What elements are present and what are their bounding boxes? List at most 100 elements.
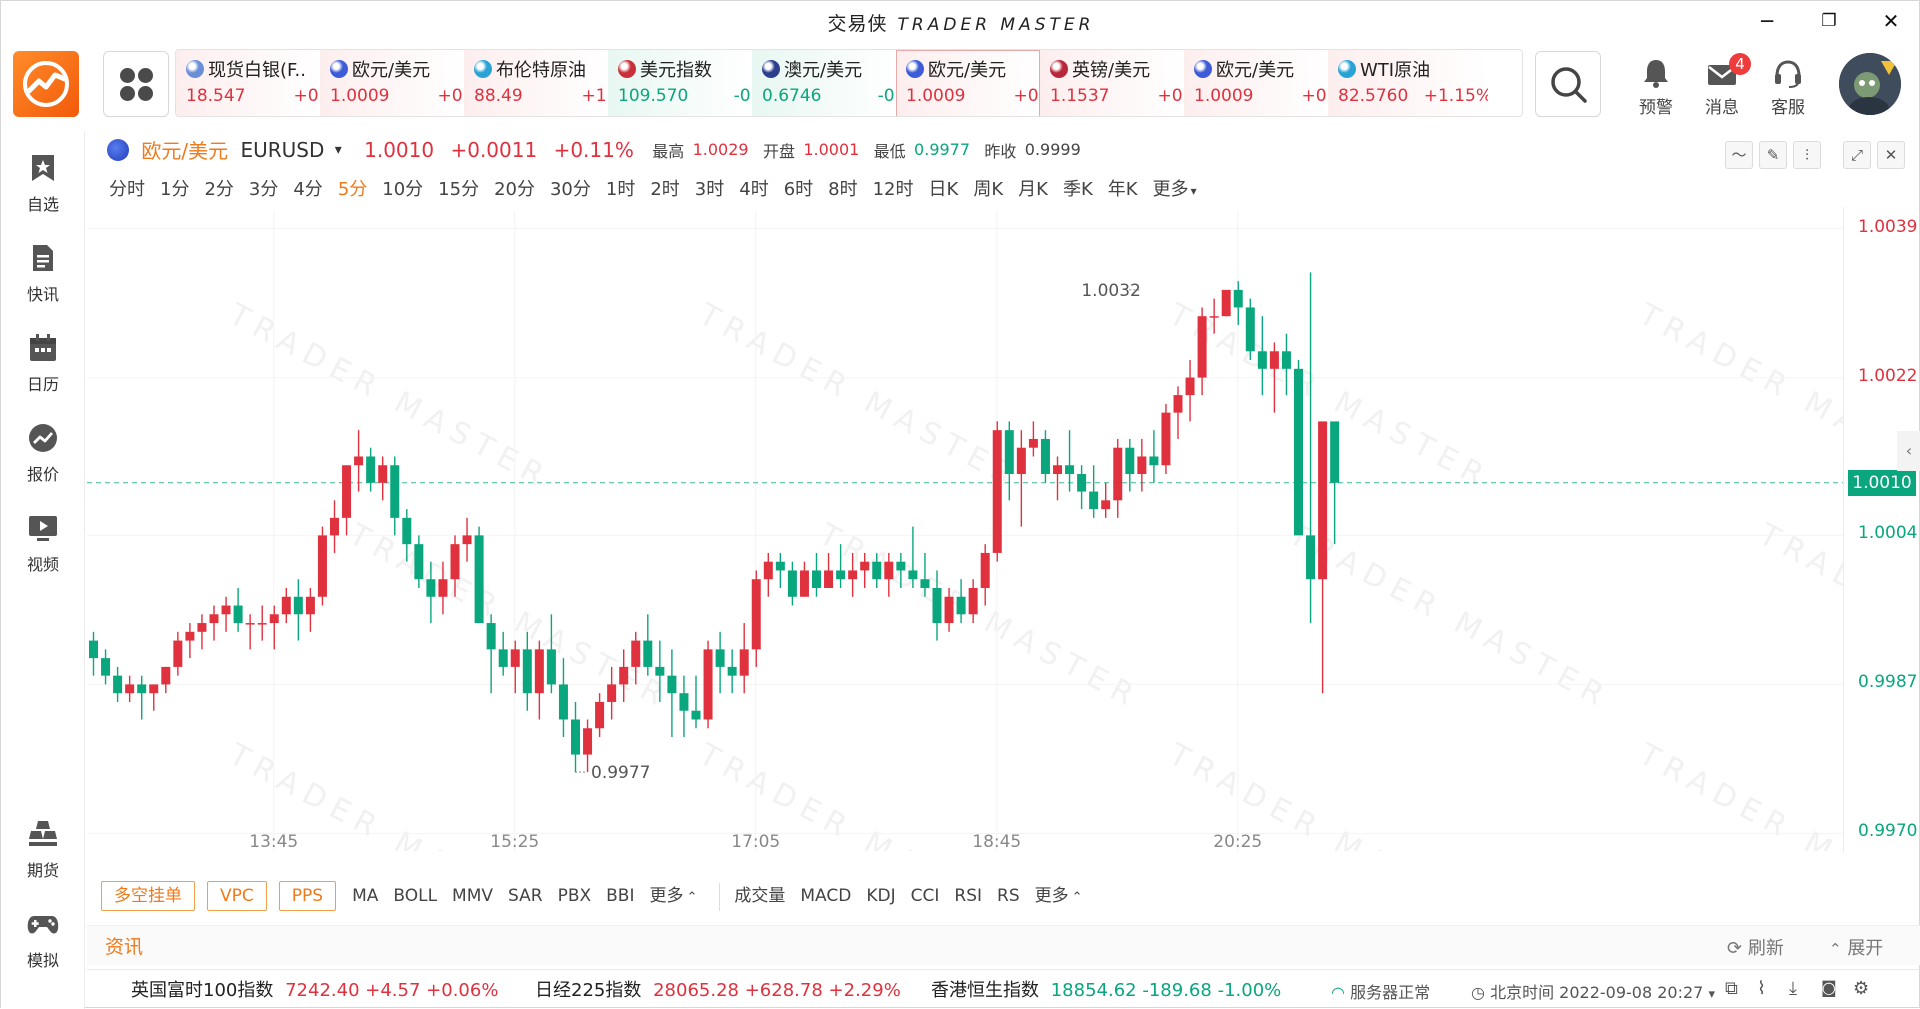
news-title[interactable]: 资讯 xyxy=(105,936,144,958)
sidebar-item-video[interactable]: 视频 xyxy=(1,507,85,583)
symbol-dropdown-icon[interactable]: ▾ xyxy=(334,141,342,158)
timeframe-2[interactable]: 2分 xyxy=(204,179,234,200)
prev-close-value: 0.9999 xyxy=(1024,140,1081,159)
alert-button[interactable]: 预警 xyxy=(1629,53,1683,118)
sidebar-item-simulation[interactable]: 模拟 xyxy=(1,903,85,979)
timeframe-16[interactable]: 12时 xyxy=(872,179,914,200)
timeframe-0[interactable]: 分时 xyxy=(109,179,145,200)
timeframe-9[interactable]: 30分 xyxy=(549,179,591,200)
quote-card[interactable]: 欧元/美元 1.0009 +0. xyxy=(1184,50,1328,116)
quote-card[interactable]: 现货白银(F.. 18.547 +0. xyxy=(176,50,320,116)
quote-card[interactable]: 澳元/美元 0.6746 -0. xyxy=(752,50,896,116)
sidebar-item-quotes[interactable]: 报价 xyxy=(1,417,85,493)
sidebar-item-calendar[interactable]: 日历 xyxy=(1,327,85,403)
timeframe-14[interactable]: 6时 xyxy=(783,179,814,200)
sub-indicator-6[interactable]: 更多 xyxy=(1034,886,1069,906)
clock-status[interactable]: ◷ 北京时间 2022-09-08 20:27 ▾ xyxy=(1471,979,1715,1003)
timeframe-18[interactable]: 周K xyxy=(973,179,1004,200)
overlay-toggle-0[interactable]: 多空挂单 xyxy=(101,881,195,911)
main-indicator-2[interactable]: MMV xyxy=(452,886,494,906)
timeframe-17[interactable]: 日K xyxy=(928,179,959,200)
symbol-name[interactable]: 欧元/美元 xyxy=(141,139,229,163)
quote-card[interactable]: 欧元/美元 1.0009 +0. xyxy=(320,50,464,116)
index-item[interactable]: 英国富时100指数 7242.40 +4.57 +0.06% xyxy=(131,976,498,1002)
sub-indicator-1[interactable]: MACD xyxy=(800,886,852,906)
sidebar-item-futures[interactable]: 期货 xyxy=(1,813,85,889)
main-indicator-0[interactable]: MA xyxy=(352,886,379,906)
quote-card[interactable]: 欧元/美元 1.0009 +0. xyxy=(896,50,1040,116)
timeframe-3[interactable]: 3分 xyxy=(248,179,279,200)
candle-body xyxy=(691,710,701,720)
timeframe-21[interactable]: 年K xyxy=(1107,179,1138,200)
quote-card[interactable]: WTI原油 82.5760 +1.15% xyxy=(1328,50,1488,116)
chevron-up-icon[interactable]: ⌃ xyxy=(686,890,698,905)
search-button[interactable] xyxy=(1535,51,1601,117)
sub-indicator-0[interactable]: 成交量 xyxy=(734,886,786,906)
app-logo[interactable] xyxy=(13,51,79,117)
download-button[interactable]: ⤓ xyxy=(1789,978,1813,1002)
line-chart-tool-button[interactable]: 〜 xyxy=(1725,141,1753,169)
sidebar-item-watchlist[interactable]: 自选 xyxy=(1,147,85,223)
service-button[interactable]: 客服 xyxy=(1761,53,1815,118)
currency-flag-icon xyxy=(1338,60,1356,78)
index-item[interactable]: 香港恒生指数 18854.62 -189.68 -1.00% xyxy=(931,976,1281,1002)
timeframe-22[interactable]: 更多 xyxy=(1152,179,1189,200)
close-icon: ✕ xyxy=(1884,146,1898,164)
candle-style-button[interactable]: ⫶ xyxy=(1793,141,1821,169)
restore-button[interactable]: ❐ xyxy=(1821,11,1837,31)
chevron-up-icon[interactable]: ⌃ xyxy=(1071,890,1083,905)
chevron-down-icon[interactable]: ▾ xyxy=(1190,184,1197,198)
candlestick-chart[interactable]: TRADER MASTER TRADER MASTER TRADER MASTER T… xyxy=(87,211,1920,936)
timeframe-20[interactable]: 季K xyxy=(1062,179,1093,200)
candle-body xyxy=(872,561,882,580)
candle-body xyxy=(342,465,352,518)
close-button[interactable]: ✕ xyxy=(1882,9,1900,33)
sub-indicator-3[interactable]: CCI xyxy=(910,886,940,906)
messages-button[interactable]: 4 消息 xyxy=(1695,53,1751,118)
window-mode-button[interactable]: ⧉ xyxy=(1725,978,1749,1002)
screenshot-button[interactable]: ◙ xyxy=(1821,978,1845,1002)
timeframe-11[interactable]: 2时 xyxy=(650,179,680,200)
candle-body xyxy=(812,570,821,588)
sub-indicator-4[interactable]: RSI xyxy=(954,886,983,906)
quote-card[interactable]: 英镑/美元 1.1537 +0. xyxy=(1040,50,1184,116)
sidebar-item-flash-news[interactable]: 快讯 xyxy=(1,237,85,313)
settings-button[interactable]: ⚙ xyxy=(1853,978,1877,1002)
index-item[interactable]: 日经225指数 28065.28 +628.78 +2.29% xyxy=(535,976,901,1002)
sub-indicator-2[interactable]: KDJ xyxy=(866,886,896,906)
overlay-toggle-2[interactable]: PPS xyxy=(278,881,337,911)
main-indicator-5[interactable]: BBI xyxy=(606,886,635,906)
symbol-code[interactable]: EURUSD xyxy=(240,137,325,162)
quote-card[interactable]: 美元指数 109.570 -0. xyxy=(608,50,752,116)
timeframe-12[interactable]: 3时 xyxy=(694,179,725,200)
timeframe-15[interactable]: 8时 xyxy=(828,179,858,200)
expand-button[interactable]: ⌃ 展开 xyxy=(1829,934,1883,960)
timeframe-13[interactable]: 4时 xyxy=(739,179,769,200)
main-indicator-6[interactable]: 更多 xyxy=(649,886,684,906)
sub-indicator-5[interactable]: RS xyxy=(997,886,1020,906)
main-indicator-3[interactable]: SAR xyxy=(508,886,543,906)
close-chart-button[interactable]: ✕ xyxy=(1877,141,1905,169)
timeframe-5[interactable]: 5分 xyxy=(337,179,368,200)
quote-name: 欧元/美元 xyxy=(352,60,431,81)
draw-tool-button[interactable]: ✎ xyxy=(1759,141,1787,169)
timeframe-6[interactable]: 10分 xyxy=(382,179,424,200)
main-indicator-4[interactable]: PBX xyxy=(557,886,592,906)
candle-body xyxy=(1209,316,1219,318)
timeframe-4[interactable]: 4分 xyxy=(293,179,323,200)
collapse-panel-tab[interactable]: ‹ xyxy=(1897,431,1920,471)
apps-menu-button[interactable] xyxy=(103,51,169,117)
overlay-toggle-1[interactable]: VPC xyxy=(207,881,267,911)
refresh-button[interactable]: ⟳ 刷新 xyxy=(1727,934,1784,960)
fullscreen-button[interactable]: ⤢ xyxy=(1843,141,1871,169)
user-avatar[interactable] xyxy=(1839,53,1901,115)
quote-card[interactable]: 布伦特原油 88.49 +1. xyxy=(464,50,608,116)
minimize-button[interactable]: ─ xyxy=(1760,9,1774,33)
timeframe-19[interactable]: 月K xyxy=(1018,179,1048,200)
timeframe-8[interactable]: 20分 xyxy=(494,179,535,200)
timeframe-1[interactable]: 1分 xyxy=(160,179,190,200)
timeframe-7[interactable]: 15分 xyxy=(438,179,480,200)
attach-button[interactable]: ⌇ xyxy=(1757,978,1781,1002)
timeframe-10[interactable]: 1时 xyxy=(605,179,636,200)
main-indicator-1[interactable]: BOLL xyxy=(393,886,438,906)
